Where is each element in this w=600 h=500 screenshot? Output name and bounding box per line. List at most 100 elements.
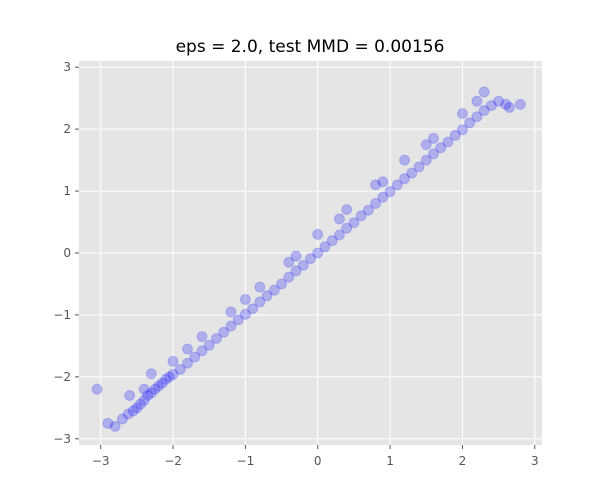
scatter-point [225, 320, 237, 332]
scatter-point [377, 191, 389, 203]
y-tick-label: 0 [63, 246, 71, 260]
scatter-point [138, 394, 150, 406]
scatter-point [514, 98, 526, 110]
scatter-point [283, 271, 295, 283]
scatter-point [127, 405, 139, 417]
scatter-point [218, 326, 230, 338]
scatter-point [167, 368, 179, 380]
scatter-point [420, 154, 432, 166]
scatter-point [145, 368, 157, 380]
scatter-point [333, 229, 345, 241]
scatter-point [478, 105, 490, 117]
x-tick-label: −1 [237, 454, 255, 468]
scatter-point [196, 331, 208, 343]
scatter-point [348, 217, 360, 229]
scatter-point [478, 86, 490, 98]
scatter-point [134, 398, 146, 410]
scatter-point [362, 204, 374, 216]
scatter-point [247, 303, 259, 315]
x-tick-label: 2 [459, 454, 467, 468]
scatter-point [485, 100, 497, 112]
scatter-point [283, 256, 295, 268]
scatter-point [239, 293, 251, 305]
scatter-point [333, 213, 345, 225]
scatter-point [471, 111, 483, 123]
scatter-point [149, 383, 161, 395]
scatter-point [312, 247, 324, 259]
scatter-point [254, 281, 266, 293]
scatter-point [442, 136, 454, 148]
scatter-point [326, 235, 338, 247]
scatter-point [102, 417, 114, 429]
scatter-point [203, 339, 215, 351]
scatter-point [493, 95, 505, 107]
scatter-point [305, 253, 316, 265]
scatter-point [239, 308, 251, 320]
y-axis-ticks: −3 −2 −1 0 1 2 3 [53, 60, 79, 446]
scatter-point [420, 139, 432, 151]
scatter-point [232, 314, 244, 326]
y-tick-label: 3 [63, 60, 71, 74]
grid-lines [79, 61, 542, 445]
scatter-points [91, 86, 526, 432]
scatter-point [153, 380, 165, 392]
scatter-point [290, 250, 302, 262]
scatter-point [182, 357, 194, 369]
x-axis-ticks: −3 −2 −1 0 1 2 3 [92, 445, 539, 468]
scatter-point [131, 402, 143, 414]
scatter-point [189, 351, 201, 363]
scatter-point [399, 173, 411, 185]
scatter-point [456, 108, 468, 120]
scatter-point [268, 284, 280, 296]
chart-title: eps = 2.0, test MMD = 0.00156 [176, 37, 445, 57]
scatter-point [109, 420, 121, 432]
scatter-point [471, 95, 483, 107]
scatter-point [91, 383, 103, 395]
y-tick-label: 2 [63, 122, 71, 136]
scatter-point [290, 265, 302, 277]
scatter-point [355, 210, 367, 222]
scatter-point [122, 408, 134, 420]
scatter-point [142, 389, 154, 401]
scatter-point [210, 332, 222, 344]
scatter-point [370, 197, 382, 209]
scatter-point [503, 101, 515, 113]
scatter-point [312, 228, 324, 240]
scatter-point [182, 343, 194, 355]
scatter-point [225, 306, 237, 318]
scatter-point [297, 259, 309, 271]
scatter-point [261, 290, 273, 302]
scatter-point [116, 413, 128, 425]
scatter-point [500, 98, 512, 110]
scatter-point [319, 241, 331, 253]
scatter-point [196, 345, 208, 357]
scatter-point [427, 148, 439, 160]
scatter-point [449, 129, 461, 141]
scatter-point [413, 161, 425, 173]
x-tick-label: −3 [92, 454, 110, 468]
scatter-point [370, 179, 382, 191]
y-tick-label: −1 [53, 308, 71, 322]
y-tick-label: −3 [53, 432, 71, 446]
scatter-point [377, 176, 389, 188]
scatter-point [341, 204, 353, 216]
x-tick-label: 3 [531, 454, 539, 468]
y-tick-label: 1 [63, 184, 71, 198]
scatter-point [156, 377, 168, 389]
scatter-point [435, 142, 447, 154]
scatter-point [160, 373, 172, 385]
scatter-point [427, 132, 439, 144]
x-tick-label: −2 [164, 454, 182, 468]
x-tick-label: 1 [386, 454, 394, 468]
scatter-point [163, 371, 175, 383]
scatter-point [174, 363, 186, 375]
scatter-point [254, 296, 266, 308]
scatter-point [341, 222, 353, 234]
scatter-point [124, 389, 136, 401]
scatter-point [464, 117, 476, 129]
scatter-point [138, 383, 150, 395]
scatter-point [167, 355, 179, 367]
scatter-point [145, 387, 157, 399]
x-tick-label: 0 [314, 454, 322, 468]
